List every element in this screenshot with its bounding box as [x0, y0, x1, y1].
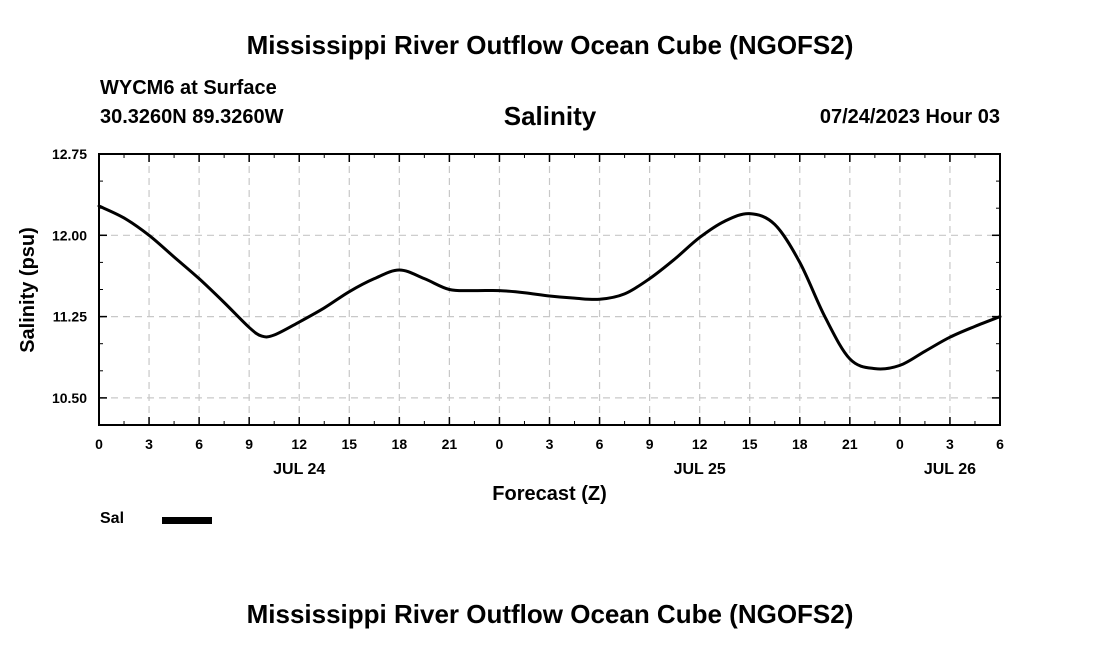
y-tick-label: 11.25	[53, 309, 87, 325]
x-tick-label: 18	[392, 436, 408, 452]
timestamp-label: 07/24/2023 Hour 03	[819, 106, 1000, 128]
x-tick-label: 9	[245, 436, 253, 452]
x-tick-label: 0	[896, 436, 904, 452]
series-line-sal	[97, 204, 1002, 371]
x-tick-label: 15	[341, 436, 357, 452]
x-tick-label: 12	[291, 436, 307, 452]
chart-title: Salinity	[503, 101, 597, 131]
x-tick-label: 9	[646, 436, 654, 452]
main-title: Mississippi River Outflow Ocean Cube (NG…	[246, 30, 854, 60]
legend-swatch	[162, 517, 212, 524]
y-axis-title: Salinity (psu)	[17, 227, 39, 353]
x-tick-label: 3	[546, 436, 554, 452]
labels-layer: 0 3 6 9 12 15 18 21 0 3 6 9 12 15 18 21 0 3 6 JUL 24 JUL 25 J…	[52, 146, 1004, 478]
legend-label: Sal	[100, 510, 125, 527]
x-tick-label: 15	[742, 436, 758, 452]
x-date-label: JUL 24	[273, 461, 325, 478]
x-tick-label: 6	[596, 436, 604, 452]
x-tick-label: 21	[842, 436, 858, 452]
y-tick-label: 12.00	[52, 227, 87, 243]
x-tick-label: 3	[145, 436, 153, 452]
x-tick-label: 21	[442, 436, 458, 452]
plot-frame	[98, 153, 1001, 426]
x-tick-label: 6	[195, 436, 203, 452]
x-axis-title: Forecast (Z)	[492, 483, 606, 505]
x-tick-label: 12	[692, 436, 708, 452]
y-tick-label: 10.50	[52, 390, 87, 406]
coordinates-label: 30.3260N 89.3260W	[100, 106, 284, 128]
grid-layer	[99, 153, 1000, 425]
station-label: WYCM6 at Surface	[100, 77, 277, 99]
x-tick-label: 0	[496, 436, 504, 452]
x-date-label: JUL 25	[674, 461, 726, 478]
x-tick-label: 18	[792, 436, 808, 452]
y-tick-label: 12.75	[52, 146, 87, 162]
x-date-label: JUL 26	[924, 461, 976, 478]
x-tick-label: 3	[946, 436, 954, 452]
x-tick-label: 0	[95, 436, 103, 452]
footer-title: Mississippi River Outflow Ocean Cube (NG…	[246, 599, 854, 629]
x-tick-label: 6	[996, 436, 1004, 452]
